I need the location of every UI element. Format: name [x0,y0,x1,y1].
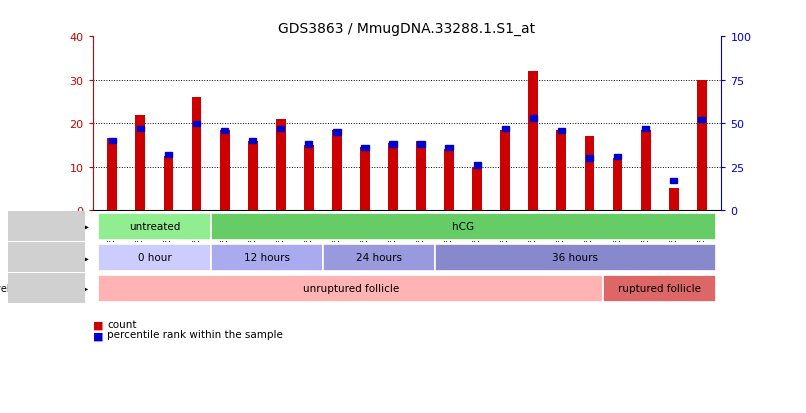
Text: percentile rank within the sample: percentile rank within the sample [107,330,283,339]
Text: ruptured follicle: ruptured follicle [618,284,701,294]
Bar [444,150,454,211]
Bar [604,275,716,302]
Bar [669,189,679,211]
Text: time ▶: time ▶ [56,253,89,263]
Bar [670,178,677,184]
Bar [221,128,228,133]
Text: 0 hour: 0 hour [138,253,172,263]
Bar [98,275,604,302]
Bar [247,141,258,211]
Bar [276,120,285,211]
Text: development stage ▶: development stage ▶ [0,284,89,294]
Bar [698,118,705,123]
Bar [304,145,314,211]
Text: unruptured follicle: unruptured follicle [303,284,399,294]
Bar [614,154,621,159]
Bar [98,244,210,271]
Bar [98,214,210,240]
Text: count: count [107,319,137,329]
Bar [210,244,323,271]
Bar [558,128,565,133]
Bar [501,126,509,132]
Text: untreated: untreated [129,222,180,232]
Bar [501,131,510,211]
Bar [193,121,200,126]
Bar [416,141,426,211]
Bar [192,98,202,211]
Text: ■: ■ [93,320,103,330]
Bar [249,139,256,144]
Bar [389,142,397,147]
Bar [472,167,482,211]
Title: GDS3863 / MmugDNA.33288.1.S1_at: GDS3863 / MmugDNA.33288.1.S1_at [278,22,536,36]
Bar [323,244,435,271]
Bar [107,139,117,211]
Text: 36 hours: 36 hours [552,253,598,263]
Text: 24 hours: 24 hours [356,253,402,263]
Bar [613,159,622,211]
Bar [277,126,285,132]
Text: agent ▶: agent ▶ [50,222,89,232]
Bar [109,139,116,144]
Bar [556,131,567,211]
Bar [474,163,481,168]
Text: hCG: hCG [452,222,474,232]
Bar [435,244,716,271]
Bar [530,116,537,121]
Bar [641,131,650,211]
Bar [418,142,425,147]
Bar [164,152,172,158]
Bar [333,130,340,135]
Bar [584,137,594,211]
Bar [529,72,538,211]
Bar [446,145,453,151]
Bar [361,145,368,151]
Bar [164,157,173,211]
Text: ■: ■ [93,330,103,340]
Bar [360,148,370,211]
Bar [586,156,593,161]
Bar [135,115,145,211]
Bar [220,131,230,211]
Bar [642,126,650,132]
Bar [388,143,398,211]
Bar [137,126,144,132]
Text: 12 hours: 12 hours [243,253,289,263]
Bar [697,81,707,211]
Bar [210,214,716,240]
Bar [332,131,342,211]
Bar [305,142,313,147]
